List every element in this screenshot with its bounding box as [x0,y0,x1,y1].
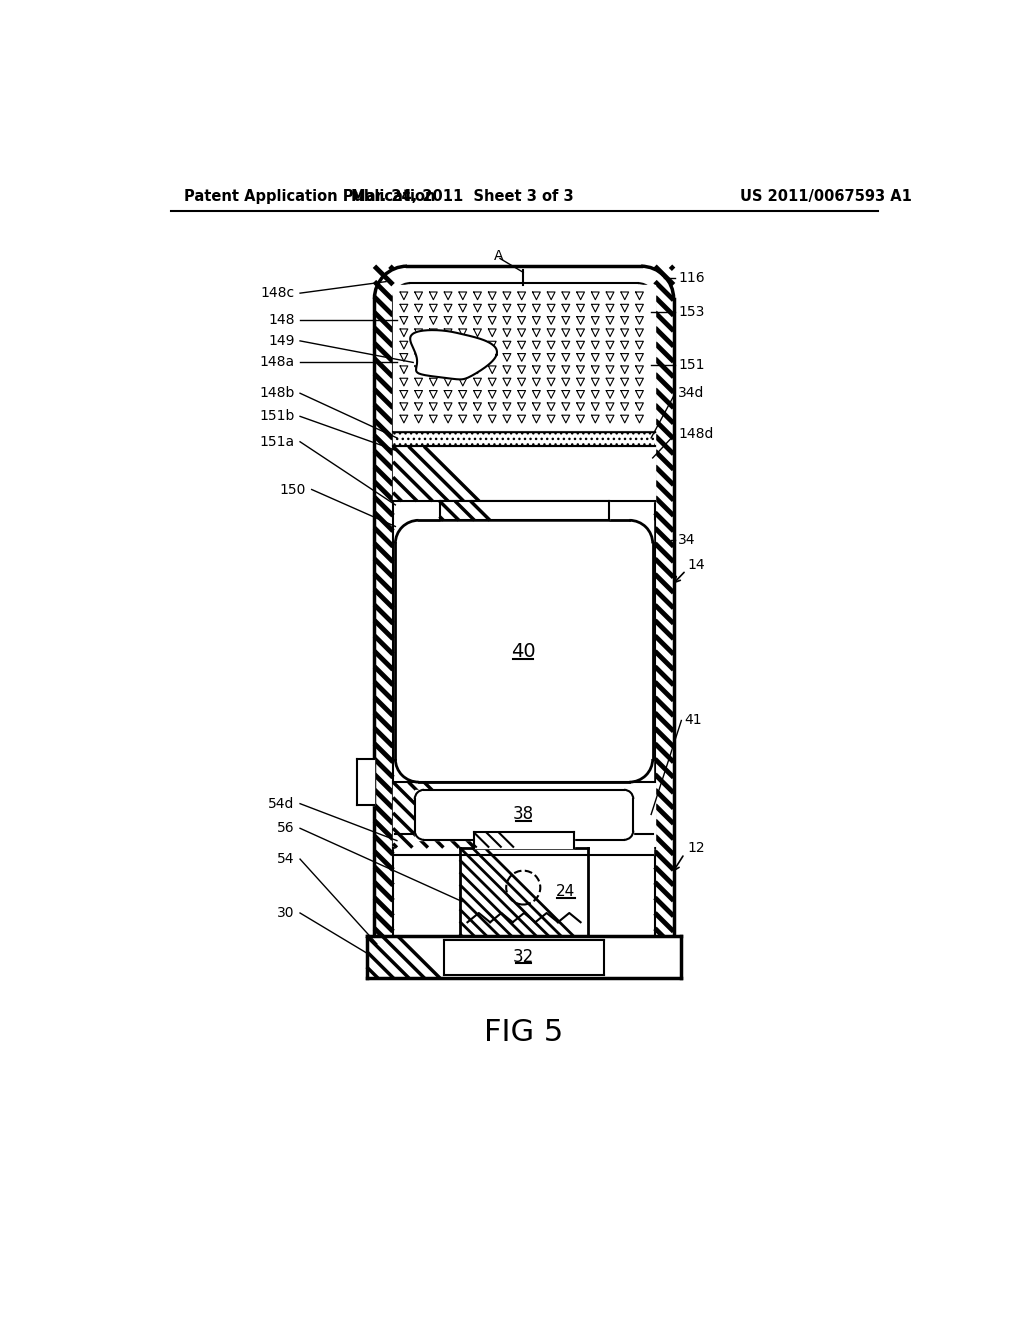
Text: 24: 24 [556,884,575,899]
Polygon shape [444,940,604,974]
Text: 148b: 148b [259,387,295,400]
Text: 32: 32 [513,948,534,966]
Text: 34d: 34d [678,387,705,400]
Text: 40: 40 [511,642,536,661]
Polygon shape [655,267,674,974]
Polygon shape [393,446,655,502]
Text: A: A [494,249,504,263]
Text: 34: 34 [678,532,695,546]
Text: 56: 56 [278,821,295,836]
Text: 14: 14 [687,558,706,572]
Polygon shape [460,847,589,936]
Polygon shape [393,285,655,432]
Text: Patent Application Publication: Patent Application Publication [183,189,435,205]
Polygon shape [393,267,655,974]
Text: 54d: 54d [268,797,295,810]
Text: 148c: 148c [260,286,295,300]
Text: 150: 150 [280,483,306,496]
Text: 30: 30 [278,906,295,920]
Text: 151b: 151b [259,409,295,424]
Polygon shape [357,759,375,805]
Polygon shape [439,502,608,520]
Polygon shape [395,834,652,855]
Text: 151: 151 [678,358,705,372]
Polygon shape [393,432,655,446]
Text: FIG 5: FIG 5 [483,1018,563,1047]
Polygon shape [474,832,574,847]
Text: US 2011/0067593 A1: US 2011/0067593 A1 [740,189,912,205]
Text: 38: 38 [513,805,534,824]
Text: Mar. 24, 2011  Sheet 3 of 3: Mar. 24, 2011 Sheet 3 of 3 [351,189,574,205]
Text: 41: 41 [684,714,702,727]
Polygon shape [393,781,655,847]
Text: 54: 54 [278,853,295,866]
Text: 148d: 148d [678,428,714,441]
Bar [393,432,655,446]
Polygon shape [415,789,633,840]
Text: 149: 149 [268,334,295,348]
Polygon shape [375,267,393,974]
Text: 153: 153 [678,305,705,319]
Polygon shape [367,936,681,978]
Text: 148: 148 [268,313,295,327]
Text: 151a: 151a [259,434,295,449]
Polygon shape [395,520,652,781]
Text: 116: 116 [678,271,705,285]
Polygon shape [411,330,497,379]
Text: 12: 12 [687,841,706,854]
Text: 148a: 148a [259,355,295,370]
